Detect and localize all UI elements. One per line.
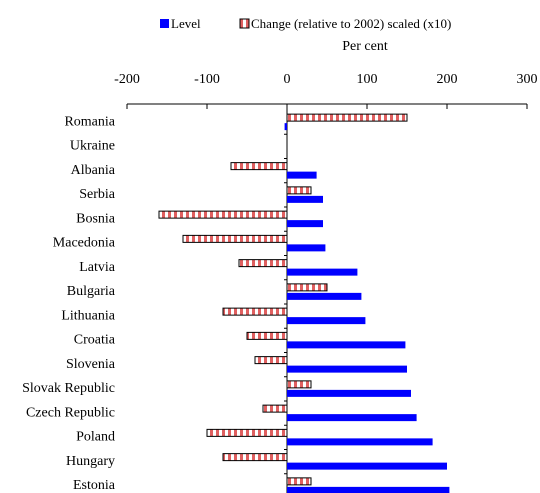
y-tick-label: Czech Republic <box>26 405 115 420</box>
bar <box>287 195 323 203</box>
y-tick-label: Bosnia <box>76 211 116 226</box>
legend-label: Change (relative to 2002) scaled (x10) <box>251 16 451 31</box>
y-tick-label: Macedonia <box>53 236 116 251</box>
y-tick-label: Ukraine <box>70 139 115 154</box>
bar <box>287 317 366 325</box>
x-tick-label: 200 <box>437 72 458 87</box>
bar <box>230 162 288 171</box>
y-tick-label: Albania <box>71 163 116 178</box>
y-tick-label: Romania <box>64 114 115 129</box>
x-tick-label: -100 <box>194 72 220 87</box>
bar <box>287 462 447 470</box>
bar <box>238 259 288 268</box>
bar <box>287 292 362 300</box>
bar <box>286 380 312 389</box>
x-tick-label: 100 <box>357 72 378 87</box>
bar <box>284 123 287 131</box>
bar <box>158 210 288 219</box>
bar <box>287 389 411 397</box>
legend-label: Level <box>171 16 201 31</box>
y-tick-label: Estonia <box>73 478 116 493</box>
bar <box>222 453 288 462</box>
bar <box>287 438 433 446</box>
bar <box>286 477 312 486</box>
bar <box>287 244 326 252</box>
y-tick-label: Poland <box>76 430 115 445</box>
y-tick-label: Slovenia <box>66 357 116 372</box>
x-tick-label: 0 <box>284 72 291 87</box>
y-tick-label: Bulgaria <box>67 284 116 299</box>
bar <box>286 186 312 195</box>
y-tick-label: Croatia <box>74 333 116 348</box>
bar <box>287 341 406 349</box>
bar <box>206 428 288 437</box>
bar <box>286 113 408 122</box>
bar <box>286 283 328 292</box>
legend: Level Change (relative to 2002) scaled (x… <box>160 16 451 31</box>
bar <box>287 220 323 228</box>
x-tick-label: -200 <box>114 72 140 87</box>
y-tick-label: Slovak Republic <box>22 381 115 396</box>
x-axis-label: Per cent <box>342 39 388 54</box>
y-tick-label: Hungary <box>66 454 115 469</box>
bar <box>222 307 288 316</box>
bar <box>287 171 317 179</box>
bar <box>182 234 288 243</box>
x-tick-label: 300 <box>517 72 538 87</box>
bar <box>287 365 407 373</box>
bar <box>287 486 450 493</box>
y-tick-label: Serbia <box>79 187 116 202</box>
bar <box>246 331 288 340</box>
legend-swatch <box>160 19 169 28</box>
bar <box>287 414 417 422</box>
y-tick-label: Lithuania <box>61 308 115 323</box>
bar <box>262 404 288 413</box>
bar <box>254 356 288 365</box>
y-tick-label: Latvia <box>79 260 116 275</box>
bar <box>287 268 358 276</box>
legend-swatch <box>239 18 250 29</box>
